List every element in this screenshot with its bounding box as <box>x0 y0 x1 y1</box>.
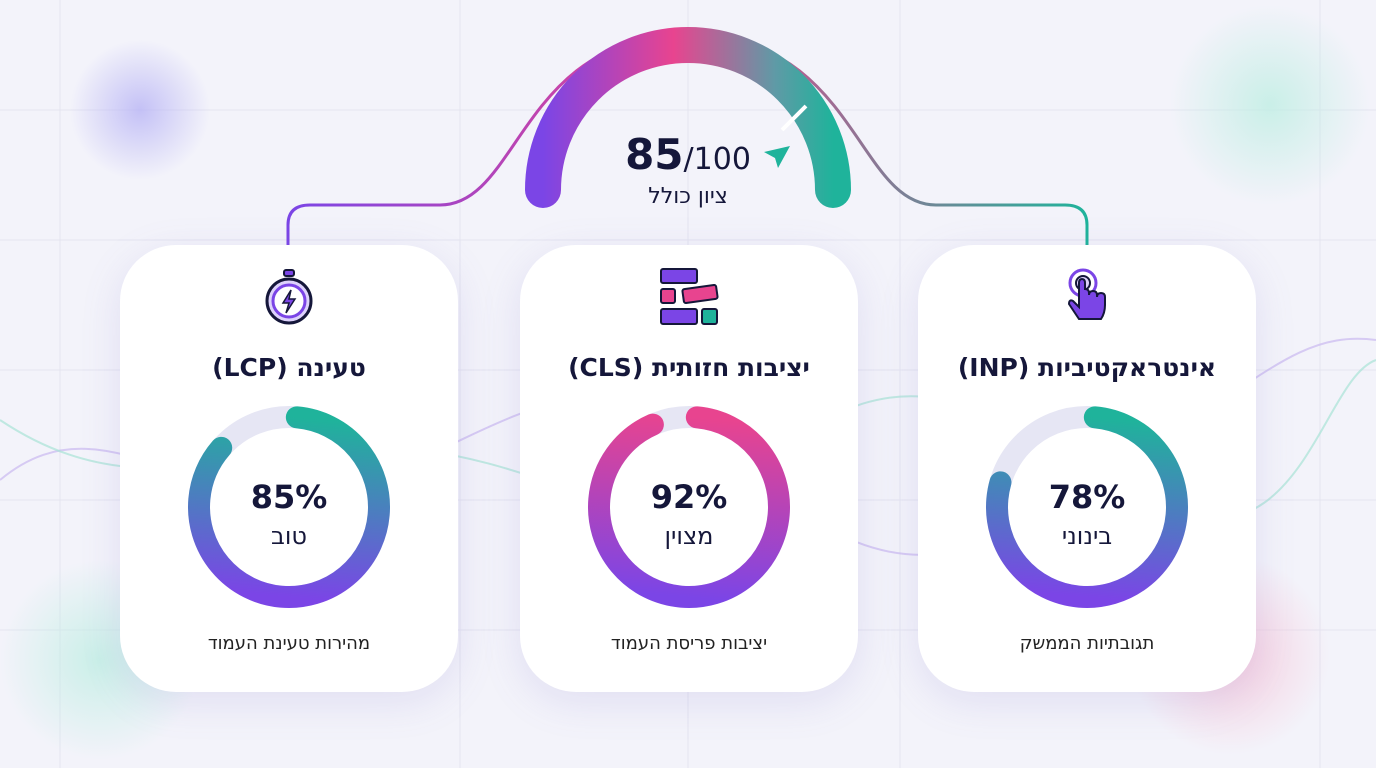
stopwatch-lightning-icon <box>265 269 313 325</box>
overall-score-label: ציון כולל <box>648 184 728 209</box>
layout-blocks-icon <box>660 268 719 325</box>
overall-gauge-track <box>525 27 851 208</box>
metric-card-lcp: טעינה (LCP) 85% טוב מהירות טעינת העמוד <box>120 245 458 692</box>
overall-score-max: /100 <box>683 142 751 177</box>
metric-percent: 85% <box>250 478 328 516</box>
metric-description: תגובתיות הממשק <box>1019 633 1155 654</box>
ring-progress-arc <box>588 405 790 608</box>
metric-title: אינטראקטיביות (INP) <box>957 353 1217 382</box>
ring-progress-arc <box>986 405 1188 608</box>
metric-card-cls: יציבות חזותית (CLS) 92% מצוין יציבות פרי… <box>520 245 858 692</box>
metric-percent: 78% <box>1048 478 1126 516</box>
ring-progress-arc <box>188 405 390 608</box>
metric-description: מהירות טעינת העמוד <box>207 633 371 654</box>
metric-ring <box>986 405 1188 608</box>
overall-score-value: 85 <box>625 130 684 179</box>
metric-title: טעינה (LCP) <box>212 353 366 382</box>
metric-rating: בינוני <box>1061 522 1113 550</box>
metric-percent: 92% <box>650 478 728 516</box>
pointer-hand-icon <box>1067 268 1106 320</box>
metric-rating: טוב <box>271 522 307 550</box>
metric-rating: מצוין <box>664 522 714 550</box>
overall-score: 85/100 ציון כולל <box>560 130 816 209</box>
metric-ring <box>188 405 390 608</box>
metric-card-inp: אינטראקטיביות (INP) 78% בינוני תגובתיות … <box>918 245 1256 692</box>
gauge-pointer-icon <box>764 146 790 168</box>
metric-description: יציבות פריסת העמוד <box>610 633 768 654</box>
metric-ring <box>588 405 790 608</box>
metric-title: יציבות חזותית (CLS) <box>568 353 810 382</box>
